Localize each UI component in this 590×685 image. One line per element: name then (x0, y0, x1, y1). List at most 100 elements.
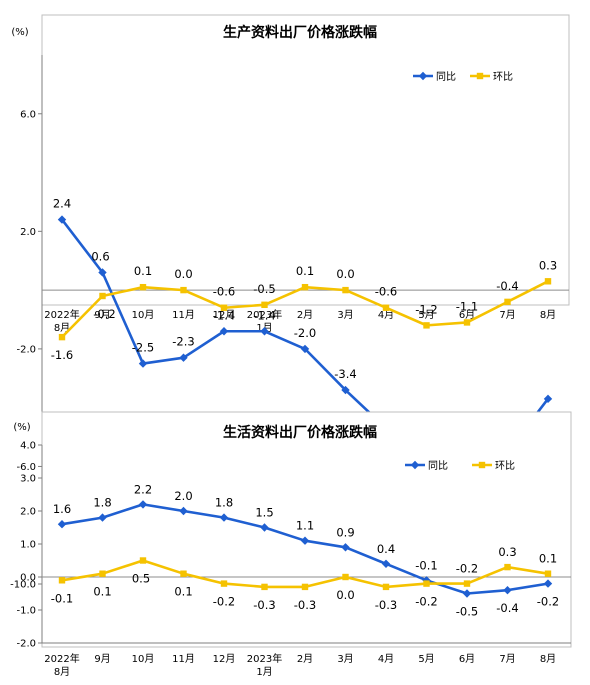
chart-2-series-1-point (138, 500, 148, 509)
chart-1-series-2-point (423, 322, 430, 329)
chart-2-series-2-data-label: -0.3 (253, 598, 275, 612)
chart-2-series-1-data-label: -0.5 (456, 605, 478, 619)
chart-1-series-1-data-label: -2.5 (132, 341, 154, 355)
chart-2-series-2-point (342, 573, 349, 581)
chart-1-frame (41, 14, 570, 306)
chart-2-series-1-data-label: -0.1 (415, 558, 437, 572)
chart-2-legend-2-label: 环比 (495, 460, 515, 472)
chart-1-series-1-point (300, 344, 310, 354)
chart-1-series-2-point (382, 304, 390, 311)
chart-2-legend-2-marker (478, 461, 486, 469)
chart-2-series-1-point (260, 523, 269, 532)
chart-2-series-1-data-label: 2.2 (134, 482, 152, 496)
chart-1-series-2-data-label: -0.6 (213, 285, 235, 299)
chart-2-title: 生活资料出厂价格涨跌幅 (223, 424, 377, 441)
chart-2-y-tick-label: 3.0 (20, 474, 36, 485)
chart-2-series-2-point (180, 570, 187, 577)
chart-1-series-1-data-label: 0.6 (91, 249, 109, 263)
chart-2-series-1-data-label: -0.4 (496, 601, 518, 615)
chart-1-legend-1-marker (418, 71, 428, 81)
chart-2-series-2-point (463, 580, 471, 587)
chart-2-series-1-point (503, 586, 512, 595)
chart-2-series-1-point (422, 576, 431, 585)
chart-2-series-2-data-label: -0.2 (415, 595, 437, 609)
chart-1-x-tick-label: 11月 (172, 309, 195, 321)
chart-1-x-tick-label: 7月 (499, 309, 515, 321)
chart-1-legend-2-label: 环比 (493, 71, 513, 83)
chart-2-x-tick-label: 5月 (418, 653, 434, 665)
chart-1-series-2-point (180, 286, 187, 294)
chart-2-series-2-point (382, 583, 390, 591)
chart-2-x-tick-label: 2月 (297, 653, 313, 665)
chart-2-y-unit: (%) (13, 422, 30, 433)
chart-2-series-2-point (544, 570, 552, 577)
chart-2-y-tick-label: 0.0 (20, 573, 36, 584)
chart-2-series-1-data-label: 1.5 (255, 506, 273, 520)
chart-2-series-1-point (543, 579, 553, 588)
chart-2-series-1-data-label: 1.1 (296, 519, 314, 533)
chart-1-y-tick-label: 6.0 (20, 109, 36, 120)
chart-1-series-1-point (179, 353, 188, 362)
chart-2-series-2-point (139, 557, 147, 564)
chart-2-series-1-point (98, 513, 107, 522)
chart-1-series-2-data-label: -1.2 (415, 302, 437, 316)
chart-2-series-1-data-label: -0.2 (537, 595, 559, 609)
chart-1-series-2-data-label: 0.0 (336, 267, 354, 281)
chart-1-series-2-point (504, 298, 511, 306)
chart-1-series-1-data-label: -1.4 (253, 308, 275, 322)
chart-1-series-1-data-label: -3.4 (334, 367, 356, 381)
chart-2-series-2-data-label: 0.1 (174, 585, 192, 599)
chart-1-x-tick-label: 9月 (94, 309, 110, 321)
chart-1-legend-1-label: 同比 (436, 71, 456, 83)
chart-2-series-1-data-label: 2.0 (174, 489, 192, 503)
chart-1-series-1-point (219, 327, 229, 336)
chart-2-x-tick-label: 7月 (499, 653, 515, 665)
chart-1-x-tick-label: 4月 (378, 309, 394, 321)
chart-2-frame (41, 411, 572, 648)
chart-1-series-2-point (544, 278, 552, 285)
chart-1-series-2-point (301, 283, 309, 291)
chart-1-series-2-point (463, 319, 471, 326)
chart-2-series-1-data-label: 1.8 (215, 496, 233, 510)
chart-1-series-1-data-label: -2.0 (294, 326, 316, 340)
chart-1-y-tick-label: -2.0 (16, 344, 36, 355)
chart-2-x-tick-label: 4月 (378, 653, 394, 665)
chart-2-series-2-point (504, 563, 511, 571)
chart-1-series-1-data-label: 2.4 (53, 197, 71, 211)
chart-1-series-2-data-label: 0.3 (539, 258, 557, 272)
chart-2-series-2-point (58, 577, 66, 584)
chart-2-legend-1-label: 同比 (428, 460, 448, 472)
chart-1-title: 生产资料出厂价格涨跌幅 (223, 24, 377, 41)
chart-1-x-tick-label: 2月 (297, 309, 313, 321)
chart-2-x-tick-label: 2022年 8月 (44, 652, 79, 678)
chart-1-legend-2-marker (476, 72, 484, 80)
chart-1-x-tick-label: 10月 (132, 309, 155, 321)
chart-2-series-2-point (99, 570, 106, 577)
chart-2-series-1-point (462, 589, 472, 598)
chart-2-x-tick-label: 12月 (213, 653, 236, 665)
chart-2-series-2-data-label: -0.2 (213, 595, 235, 609)
chart-1-y-tick-label: -10.0 (10, 580, 36, 591)
chart-1-y-tick-label: -6.0 (16, 462, 36, 473)
chart-2-series-2-data-label: -0.1 (51, 591, 73, 605)
chart-1-series-1-data-label: -1.4 (213, 308, 235, 322)
chart-1-x-tick-label: 5月 (418, 309, 434, 321)
chart-1-series-1-data-label: -2.3 (172, 335, 194, 349)
chart-1-series-2-data-label: -1.6 (51, 348, 73, 362)
chart-1-series-1-point (98, 268, 107, 277)
chart-1-series-2-point (220, 304, 228, 311)
chart-2-x-tick-label: 2023年 1月 (247, 652, 282, 678)
chart-2-series-1-data-label: 1.8 (93, 496, 111, 510)
chart-2-series-2-data-label: 0.0 (336, 588, 354, 602)
chart-1-series-1-point (260, 327, 269, 336)
chart-2-series-2-point (261, 583, 268, 591)
chart-1-x-tick-label: 6月 (459, 309, 475, 321)
chart-2-legend-1-marker (410, 460, 420, 470)
chart-2-series-2-data-label: 0.1 (93, 585, 111, 599)
chart-2-series-1-data-label: 0.9 (336, 525, 354, 539)
chart-2-series-2-data-label: -0.3 (294, 598, 316, 612)
chart-1-series-2-data-label: -1.1 (456, 299, 478, 313)
chart-1-x-tick-label: 8月 (540, 309, 556, 321)
chart-2-y-tick-label: 4.0 (20, 441, 36, 452)
